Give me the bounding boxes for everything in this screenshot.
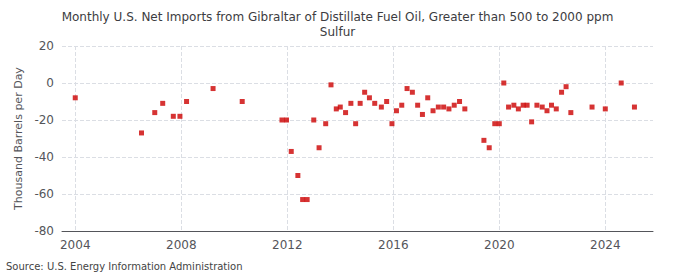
svg-text:Sulfur: Sulfur: [320, 25, 355, 39]
svg-text:0: 0: [46, 76, 54, 90]
svg-text:2012: 2012: [272, 238, 303, 252]
svg-text:20: 20: [39, 39, 54, 53]
svg-text:2008: 2008: [166, 238, 197, 252]
svg-text:2020: 2020: [484, 238, 515, 252]
svg-text:-20: -20: [34, 113, 54, 127]
svg-text:Source: U.S. Energy Informatio: Source: U.S. Energy Information Administ…: [6, 261, 243, 272]
svg-text:-60: -60: [34, 187, 54, 201]
svg-text:2004: 2004: [60, 238, 91, 252]
svg-text:-80: -80: [34, 224, 54, 238]
svg-text:Thousand Barrels per Day: Thousand Barrels per Day: [12, 67, 25, 211]
svg-text:-40: -40: [34, 150, 54, 164]
svg-text:2016: 2016: [378, 238, 409, 252]
svg-text:Monthly U.S. Net Imports from: Monthly U.S. Net Imports from Gibraltar …: [62, 10, 614, 24]
svg-text:2024: 2024: [590, 238, 621, 252]
